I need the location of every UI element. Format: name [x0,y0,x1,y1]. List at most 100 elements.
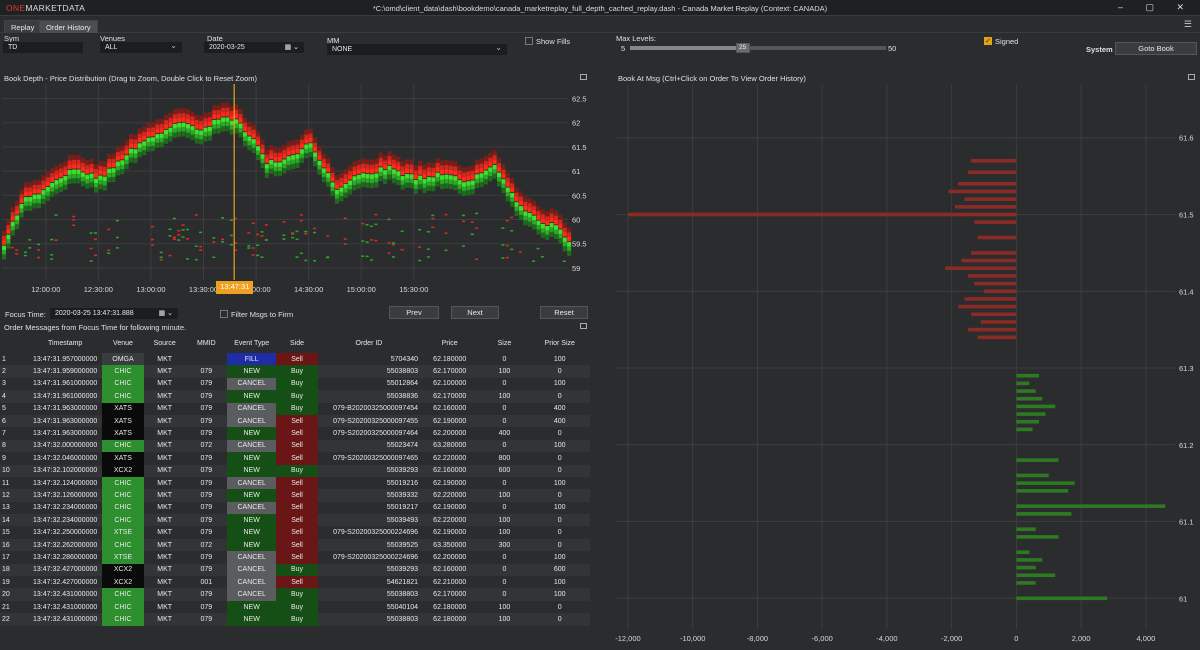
column-header[interactable]: Prior Size [544,339,575,347]
table-row[interactable]: 4 13:47:31.961000000 CHIC MKT 079 NEW Buy 55038… [0,390,590,403]
y-tick-label: 61.2 [1179,441,1194,450]
table-row[interactable]: 22 13:47:32.431000000 CHIC MKT 079 NEW Buy 5503… [0,613,590,626]
table-row[interactable]: 2 13:47:31.959000000 CHIC MKT 079 NEW Buy 55038… [0,365,590,378]
bid-depth-cell [6,239,11,243]
goto-book-button[interactable]: Goto Book [1115,42,1197,55]
maximize-icon[interactable] [580,74,587,80]
ask-depth-cell [440,169,445,173]
ask-depth-cell [562,227,567,231]
bid-depth-cell [457,186,462,190]
ask-depth-cell [247,123,252,127]
window-controls[interactable]: – ▢ ✕ [1117,2,1194,12]
column-header[interactable]: Side [290,339,305,347]
table-row[interactable]: 18 13:47:32.427000000 XCX2 MKT 079 CANCEL Buy 5… [0,563,590,577]
column-header[interactable]: Source [153,339,176,347]
prev-button[interactable]: Prev [389,306,439,319]
ask-depth-cell [321,157,326,161]
venues-select[interactable]: ALL [100,42,182,53]
table-row[interactable]: 1 13:47:31.957000000 OMGA MKT FILL Sell 570434… [0,353,590,366]
bid-depth-cell [129,155,134,159]
date-picker[interactable]: 2020-03-25 ▦ ⌄ [204,42,304,53]
bid-depth-cell [352,176,357,180]
tab-order-history[interactable]: Order History [39,20,98,33]
column-header[interactable]: Price [441,339,458,347]
table-row[interactable]: 6 13:47:31.963000000 XATS MKT 079 CANCEL Sell 0… [0,414,590,428]
show-fills-checkbox[interactable] [525,37,533,45]
ask-depth-cell [168,121,173,125]
column-header[interactable]: Size [497,339,512,347]
bid-depth-cell [457,188,462,192]
table-row[interactable]: 13 13:47:32.234000000 CHIC MKT 079 CANCEL Sell… [0,501,590,515]
tab-replay[interactable]: Replay [4,20,42,33]
table-row[interactable]: 9 13:47:32.046000000 XATS MKT 079 NEW Sell 079-… [0,452,590,465]
filter-firm-checkbox[interactable] [220,310,228,318]
bid-depth-cell [50,189,55,193]
table-row[interactable]: 10 13:47:32.102000000 XCX2 MKT 079 NEW Buy 5503… [0,464,590,477]
max-levels-slider[interactable]: 25 [630,43,886,53]
ask-depth-cell [431,164,436,168]
table-cell: Buy [276,390,318,403]
bid-depth-cell [295,156,300,160]
maximize-icon[interactable] [1188,74,1195,80]
table-row[interactable]: 3 13:47:31.961000000 CHIC MKT 079 CANCEL Buy 55… [0,377,590,391]
table-row[interactable]: 11 13:47:32.124000000 CHIC MKT 079 CANCEL Sell… [0,476,590,490]
bid-depth-cell [286,160,291,164]
table-row[interactable]: 8 13:47:32.000000000 CHIC MKT 072 CANCEL Sell 5… [0,439,590,453]
ask-depth-cell [194,125,199,129]
mm-select[interactable]: NONE [327,44,507,55]
depth-dot [50,238,54,241]
table-row[interactable]: 17 13:47:32.286000000 XTSE MKT 079 CANCEL Sell… [0,551,590,564]
ask-depth-cell [10,206,15,210]
bid-depth-cell [352,184,357,188]
ask-depth-cell [527,200,532,204]
bid-depth-cell [326,183,331,187]
bid-depth-cell [488,173,493,177]
table-row[interactable]: 16 13:47:32.262000000 CHIC MKT 072 NEW Sell 550… [0,538,590,552]
bid-depth-cell [260,165,265,169]
bid-depth-cell [37,205,42,209]
focus-time-marker[interactable]: 13:47:31 [216,281,254,294]
ask-depth-cell [98,167,103,171]
ask-depth-cell [483,155,488,159]
column-header[interactable]: Order ID [355,339,383,347]
ask-depth-cell [562,222,567,226]
book-at-msg-chart[interactable]: -12,000 -10,000 -8,000 -6,000 -4,000 -2,000 0 2… [600,84,1200,649]
table-cell: Sell [276,576,318,589]
y-tick-label: 61.5 [1179,210,1194,219]
table-row[interactable]: 14 13:47:32.234000000 CHIC MKT 079 NEW Sell 550… [0,514,590,527]
ask-depth-cell [295,139,300,143]
next-button[interactable]: Next [451,306,499,319]
depth-dot [518,251,522,253]
depth-dot [185,238,189,240]
ask-depth-cell [58,174,63,178]
table-row[interactable]: 15 13:47:32.250000000 XTSE MKT 079 NEW Sell 079… [0,526,590,539]
signed-checkbox[interactable]: ✓ [984,37,992,45]
depth-dot [343,238,347,240]
menu-icon[interactable]: ☰ [1183,19,1192,29]
ask-depth-cell [256,133,261,137]
table-row[interactable]: 21 13:47:32.431000000 CHIC MKT 079 NEW Buy 5504… [0,600,590,614]
maximize-icon[interactable] [580,323,587,329]
column-header[interactable]: Timestamp [47,339,83,347]
depth-dot [400,249,404,251]
table-cell: Buy [276,600,318,614]
y-tick-label: 61 [1179,594,1187,603]
table-row[interactable]: 12 13:47:32.126000000 CHIC MKT 079 NEW Sell 550… [0,489,590,502]
bid-depth-cell [45,189,50,193]
column-header[interactable]: MMID [197,339,216,347]
table-row[interactable]: 20 13:47:32.431000000 CHIC MKT 079 CANCEL Buy 5… [0,588,590,601]
max-levels-slider-knob[interactable]: 25 [735,43,750,53]
table-row[interactable]: 19 13:47:32.427000000 XCX2 MKT 001 CANCEL Sell… [0,576,590,589]
ask-depth-cell [264,158,269,162]
reset-button[interactable]: Reset [540,306,588,319]
column-header[interactable]: Event Type [234,339,270,347]
bid-depth-cell [453,178,458,182]
table-row[interactable]: 7 13:47:31.963000000 XATS MKT 079 NEW Sell 079-… [0,427,590,440]
sym-input[interactable]: TD [3,42,83,53]
column-header[interactable]: Venue [113,339,133,347]
column-header[interactable] [0,333,28,353]
table-row[interactable]: 5 13:47:31.963000000 XATS MKT 079 CANCEL Buy 07… [0,402,590,415]
ask-depth-cell [256,142,261,146]
focus-time-input[interactable]: 2020-03-25 13:47:31.888 ▦ ⌄ [50,308,178,319]
